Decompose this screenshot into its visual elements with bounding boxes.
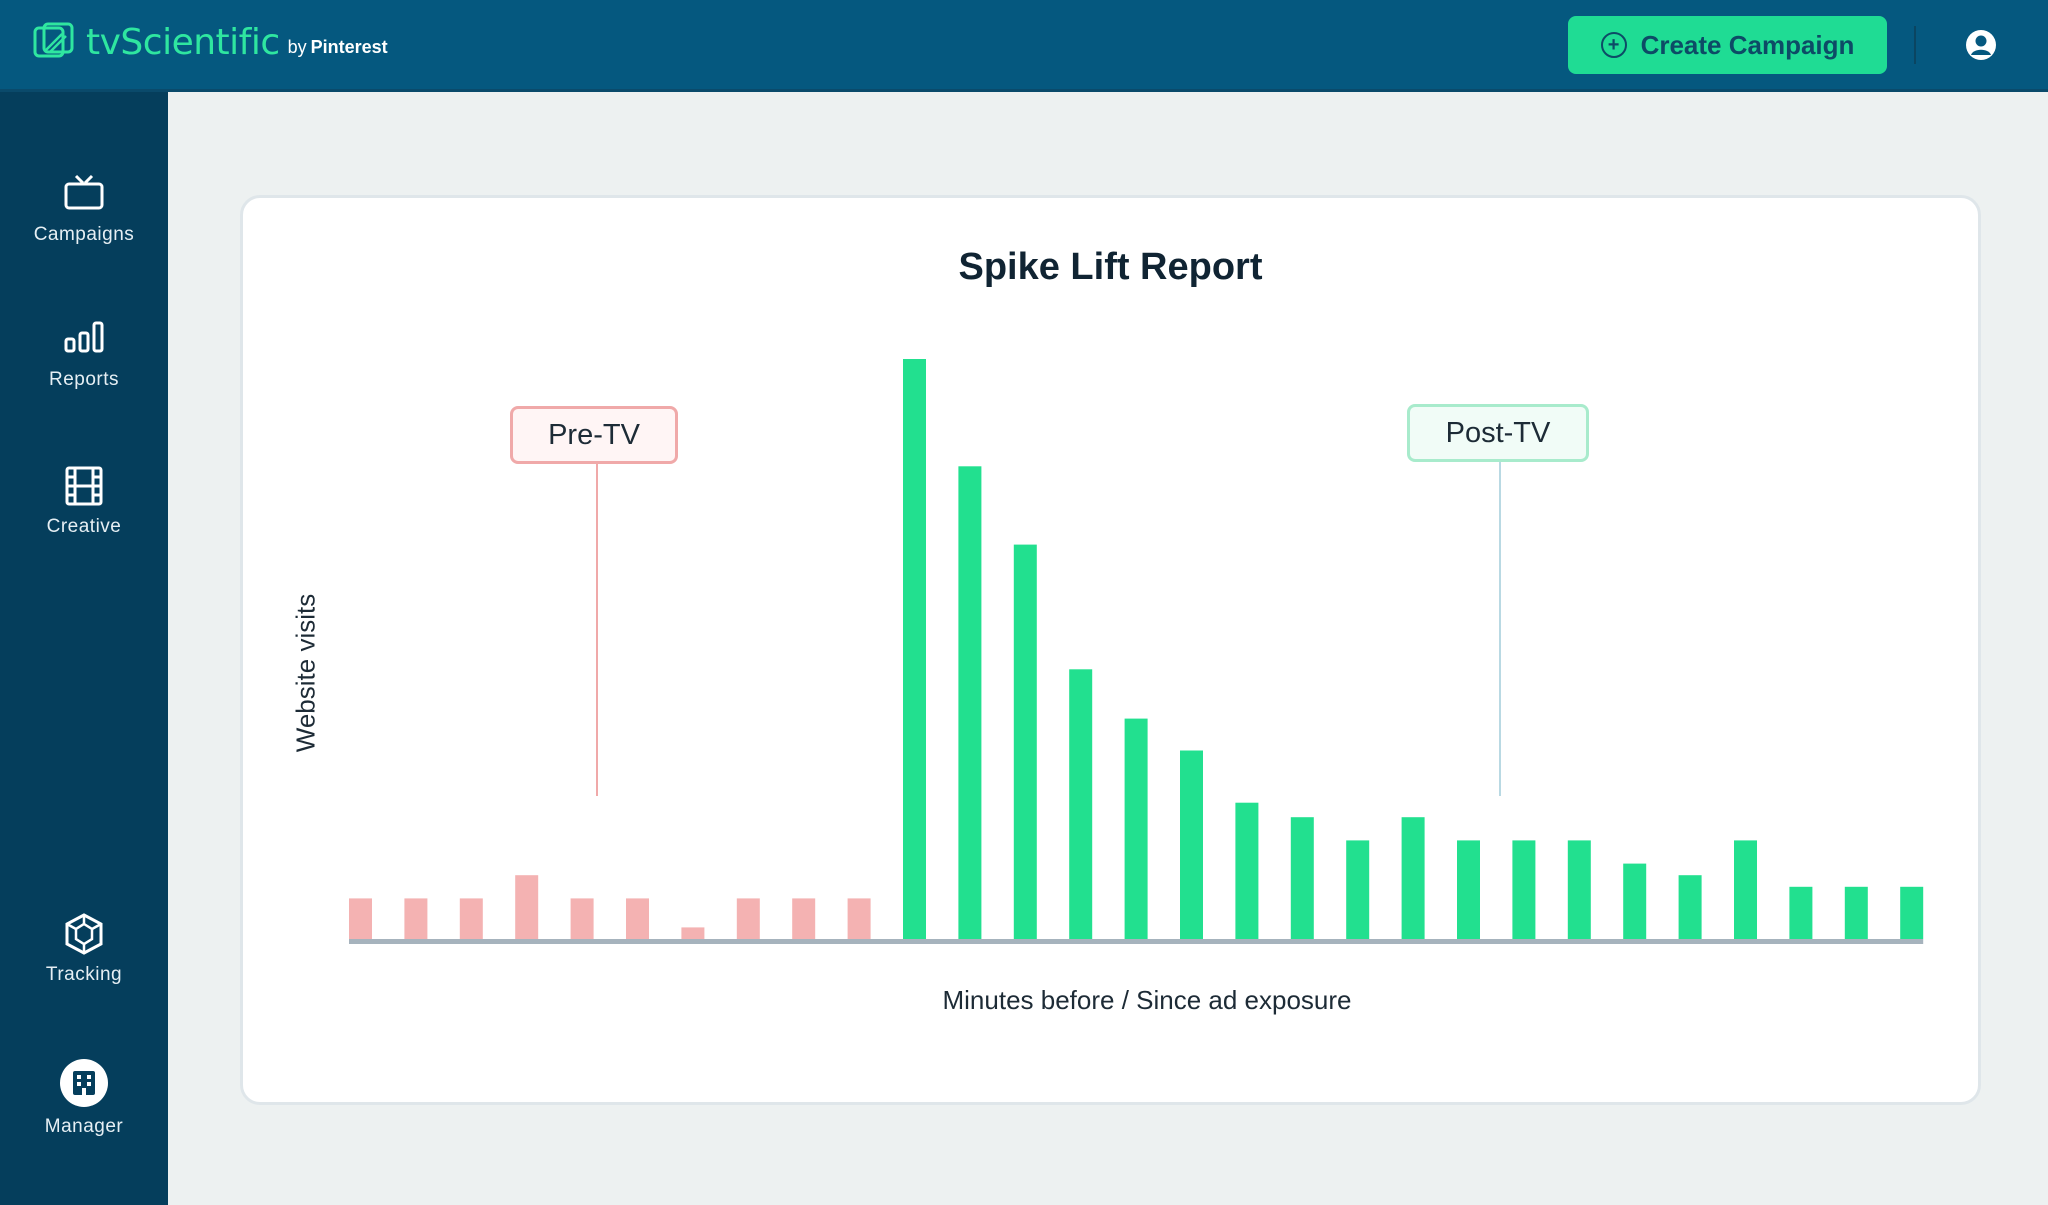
post-tv-bar: [1013, 544, 1037, 939]
x-axis-line: [349, 939, 1924, 944]
post-tv-bar: [1512, 840, 1536, 939]
logo-text: tvScientific: [86, 21, 280, 63]
sidebar-item-label: Tracking: [45, 964, 123, 985]
post-tv-bar: [1346, 840, 1370, 939]
post-tv-bar: [1401, 817, 1425, 939]
post-tv-leader-line: [1499, 462, 1501, 796]
post-tv-bar: [1734, 840, 1757, 939]
logo-by-line: by Pinterest: [288, 37, 388, 58]
film-icon: [65, 466, 103, 506]
post-tv-callout: Post-TV: [1407, 404, 1589, 462]
logo-icon: [33, 22, 74, 58]
pre-tv-leader-line: [596, 464, 598, 796]
report-card: Spike Lift Report Website visits Minutes…: [240, 195, 1981, 1105]
post-tv-bar: [1290, 817, 1314, 939]
sidebar-item-reports[interactable]: Reports: [0, 317, 168, 391]
post-tv-bar: [1235, 802, 1259, 939]
post-tv-bar: [1623, 863, 1647, 939]
header-divider: [1914, 26, 1916, 64]
pre-tv-bar: [404, 898, 428, 939]
x-axis-label: Minutes before / Since ad exposure: [942, 985, 1352, 1015]
pre-tv-bar: [570, 898, 594, 939]
sidebar-item-manager[interactable]: Manager: [0, 1058, 168, 1138]
report-title: Spike Lift Report: [958, 246, 1263, 288]
post-tv-bar: [1567, 840, 1591, 939]
cube-icon: [65, 913, 103, 955]
sidebar-item-tracking[interactable]: Tracking: [0, 912, 168, 986]
sidebar-item-creative[interactable]: Creative: [0, 464, 168, 538]
pre-tv-bar: [349, 898, 372, 939]
pre-tv-bar: [515, 875, 539, 939]
post-tv-bar: [958, 466, 982, 939]
post-tv-bar: [1180, 750, 1203, 939]
pre-tv-bar: [792, 898, 816, 939]
plus-circle-icon: +: [1600, 32, 1627, 58]
post-tv-bar: [1789, 886, 1813, 939]
post-tv-bar: [903, 359, 926, 939]
sidebar-item-label: Creative: [46, 516, 122, 537]
bar-chart-icon: [64, 321, 104, 353]
sidebar-item-label: Reports: [48, 369, 120, 390]
pre-tv-bar: [681, 927, 705, 939]
top-bar: tvScientific by Pinterest + Create Campai…: [0, 0, 2048, 92]
logo-by: by: [287, 36, 307, 57]
pre-tv-callout: Pre-TV: [510, 406, 678, 464]
tv-icon: [64, 174, 104, 210]
create-campaign-button[interactable]: + Create Campaign: [1568, 16, 1887, 74]
create-campaign-label: Create Campaign: [1640, 29, 1855, 60]
pre-tv-bar: [736, 898, 760, 939]
pre-tv-bar: [626, 898, 649, 939]
post-tv-bar: [1844, 886, 1868, 939]
pre-tv-bar: [459, 898, 483, 939]
logo-partner: Pinterest: [310, 36, 388, 57]
logo[interactable]: tvScientific by Pinterest: [32, 20, 388, 64]
building-icon: [60, 1059, 108, 1107]
sidebar-item-label: Manager: [44, 1116, 124, 1137]
account-circle-icon[interactable]: [1964, 28, 1998, 62]
sidebar-item-label: Campaigns: [33, 224, 135, 245]
post-tv-bar: [1678, 875, 1702, 939]
post-tv-bar: [1457, 840, 1480, 939]
sidebar-item-campaigns[interactable]: Campaigns: [0, 172, 168, 246]
post-tv-bar: [1069, 669, 1093, 939]
spike-lift-chart: [349, 359, 1924, 944]
sidebar: Campaigns Reports Creative: [0, 92, 168, 1205]
pre-tv-bar: [847, 898, 871, 939]
post-tv-bar: [1124, 718, 1148, 939]
post-tv-bar: [1900, 886, 1924, 939]
